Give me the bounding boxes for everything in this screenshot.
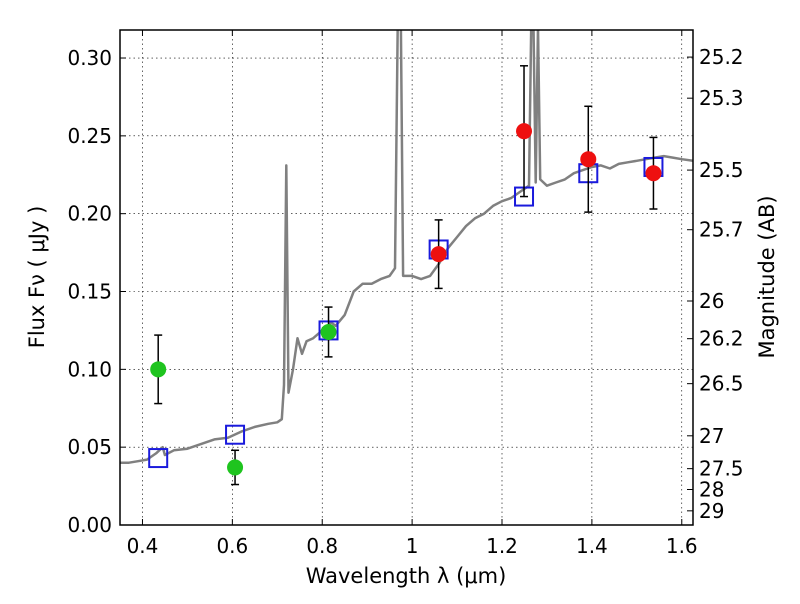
y2-tick-label: 26.5 xyxy=(699,372,744,396)
tick-marks xyxy=(120,30,693,526)
x-tick-label: 1.2 xyxy=(486,534,518,558)
y2-tick-label: 26.2 xyxy=(699,327,744,351)
model-photometry-square xyxy=(225,424,246,445)
y-tick-label: 0.30 xyxy=(67,46,112,70)
y-tick-label: 0.00 xyxy=(67,513,112,537)
x-axis-label: Wavelength λ (μm) xyxy=(306,564,507,588)
y-tick-label: 0.20 xyxy=(67,202,112,226)
y2-tick-label: 25.7 xyxy=(699,218,744,242)
y2-tick-label: 25.5 xyxy=(699,158,744,182)
grid-lines xyxy=(120,30,693,526)
observed-point-red xyxy=(645,165,662,182)
y2-axis-label: Magnitude (AB) xyxy=(755,195,779,358)
spectrum-line xyxy=(120,30,693,464)
y-axis-label: Flux Fν ( μJy ) xyxy=(25,206,49,349)
y-tick-label: 0.15 xyxy=(67,280,112,304)
y-tick-label: 0.25 xyxy=(67,124,112,148)
observed-point-red xyxy=(430,246,447,263)
y2-tick-label: 25.3 xyxy=(699,86,744,110)
observed-point-red xyxy=(516,123,533,140)
model-photometry-square xyxy=(148,448,169,469)
y2-tick-label: 29 xyxy=(699,499,724,523)
plot-frame xyxy=(119,29,694,526)
y2-tick-label: 27.5 xyxy=(699,457,744,481)
y2-tick-label: 26 xyxy=(699,289,724,313)
marker-layer xyxy=(148,65,664,486)
x-tick-label: 0.8 xyxy=(306,534,338,558)
x-tick-label: 0.4 xyxy=(127,534,159,558)
y2-tick-label: 25.2 xyxy=(699,45,744,69)
observed-point-green xyxy=(320,323,337,340)
x-tick-labels: 0.4 0.6 0.8 1 1.2 1.4 1.6 xyxy=(127,534,698,558)
x-tick-label: 0.6 xyxy=(216,534,248,558)
y-tick-label: 0.10 xyxy=(67,357,112,381)
y2-tick-label: 28 xyxy=(699,478,724,502)
y-tick-label: 0.05 xyxy=(67,435,112,459)
y2-tick-label: 27 xyxy=(699,424,724,448)
x-tick-label: 1 xyxy=(406,534,419,558)
observed-point-red xyxy=(580,151,597,168)
observed-point-green xyxy=(227,459,244,476)
spectrum-layer xyxy=(120,30,693,464)
x-tick-label: 1.6 xyxy=(666,534,698,558)
x-tick-label: 1.4 xyxy=(576,534,608,558)
y-tick-labels: 0.00 0.05 0.10 0.15 0.20 0.25 0.30 xyxy=(67,46,112,537)
observed-point-green xyxy=(150,361,167,378)
